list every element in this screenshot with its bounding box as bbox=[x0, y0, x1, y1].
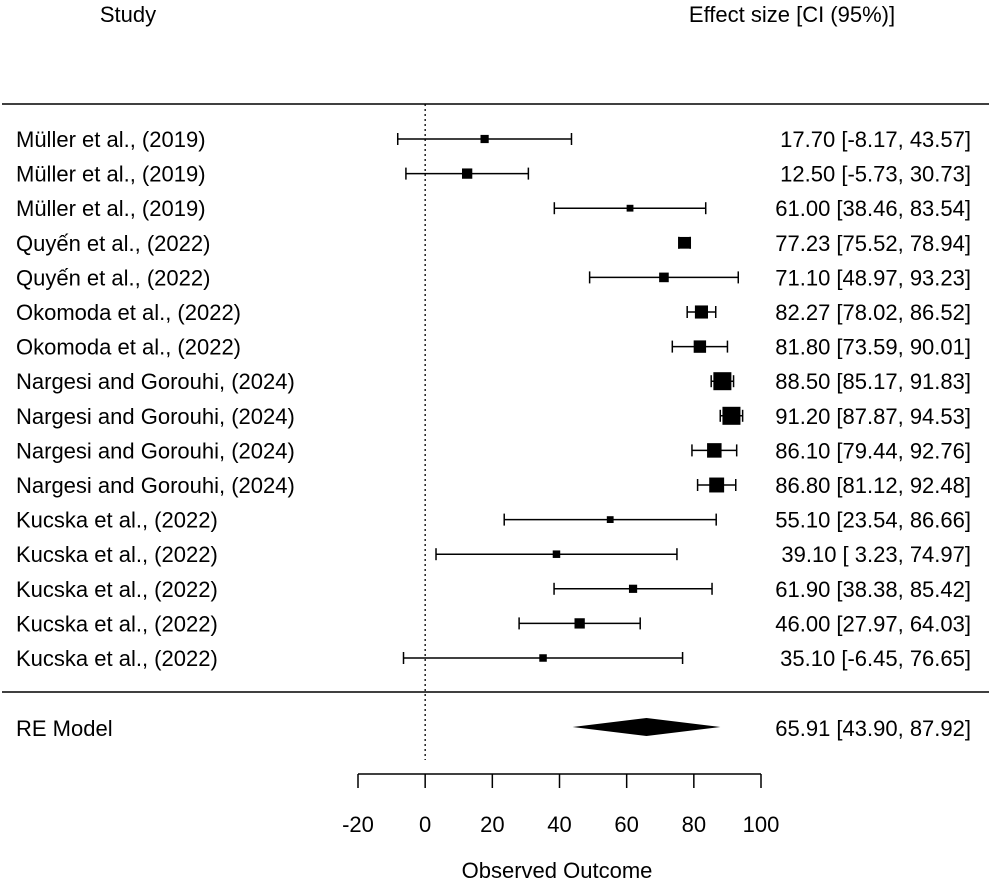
x-tick-label: 80 bbox=[682, 812, 706, 837]
study-row: Müller et al., (2019) 61.00 [38.46, 83.54… bbox=[16, 196, 971, 221]
study-row: Quyến et al., (2022) 71.10 [48.97, 93.23] bbox=[16, 265, 971, 290]
study-label: Kucska et al., (2022) bbox=[16, 577, 218, 602]
study-row: Nargesi and Gorouhi, (2024) 86.80 [81.12,… bbox=[16, 473, 971, 498]
study-row: Kucska et al., (2022) 55.10 [23.54, 86.66… bbox=[16, 508, 971, 533]
point-estimate bbox=[539, 654, 547, 662]
x-tick-label: 0 bbox=[419, 812, 431, 837]
study-effect-text: 86.10 [79.44, 92.76] bbox=[775, 438, 971, 463]
study-label: Nargesi and Gorouhi, (2024) bbox=[16, 404, 295, 429]
study-row: Quyến et al., (2022) 77.23 [75.52, 78.94] bbox=[16, 231, 971, 256]
study-label: Müller et al., (2019) bbox=[16, 162, 206, 187]
study-row: Müller et al., (2019) 17.70 [-8.17, 43.57… bbox=[16, 127, 971, 152]
study-label: Kucska et al., (2022) bbox=[16, 646, 218, 671]
study-effect-text: 46.00 [27.97, 64.03] bbox=[775, 611, 971, 636]
study-label: Nargesi and Gorouhi, (2024) bbox=[16, 369, 295, 394]
study-row: Kucska et al., (2022) 61.90 [38.38, 85.42… bbox=[16, 577, 971, 602]
study-label: Kucska et al., (2022) bbox=[16, 508, 218, 533]
study-effect-text: 61.00 [38.46, 83.54] bbox=[775, 196, 971, 221]
point-estimate bbox=[574, 618, 585, 629]
study-label: Nargesi and Gorouhi, (2024) bbox=[16, 438, 295, 463]
point-estimate bbox=[480, 134, 489, 144]
point-estimate bbox=[694, 305, 709, 319]
study-row: Müller et al., (2019) 12.50 [-5.73, 30.73… bbox=[16, 162, 971, 187]
point-estimate bbox=[659, 272, 669, 283]
x-tick-label: 100 bbox=[743, 812, 780, 837]
study-label: Müller et al., (2019) bbox=[16, 196, 206, 221]
header-effect-size: Effect size [CI (95%)] bbox=[689, 2, 895, 27]
study-effect-text: 12.50 [-5.73, 30.73] bbox=[780, 162, 971, 187]
study-effect-text: 82.27 [78.02, 86.52] bbox=[775, 300, 971, 325]
study-row: Nargesi and Gorouhi, (2024) 88.50 [85.17,… bbox=[16, 369, 971, 394]
study-label: Okomoda et al., (2022) bbox=[16, 335, 241, 360]
study-label: Quyến et al., (2022) bbox=[16, 265, 210, 290]
summary-diamond bbox=[572, 718, 721, 736]
point-estimate bbox=[461, 168, 473, 179]
study-label: Müller et al., (2019) bbox=[16, 127, 206, 152]
study-label: Kucska et al., (2022) bbox=[16, 542, 218, 567]
x-tick-label: 20 bbox=[480, 812, 504, 837]
study-row: Nargesi and Gorouhi, (2024) 91.20 [87.87,… bbox=[16, 404, 971, 429]
study-effect-text: 81.80 [73.59, 90.01] bbox=[775, 335, 971, 360]
study-effect-text: 77.23 [75.52, 78.94] bbox=[775, 231, 971, 256]
study-row: Okomoda et al., (2022) 82.27 [78.02, 86.5… bbox=[16, 300, 971, 325]
study-row: Kucska et al., (2022) 39.10 [ 3.23, 74.97… bbox=[16, 542, 971, 567]
point-estimate bbox=[713, 372, 732, 391]
x-axis: -20 0 20 40 60 80 100 bbox=[342, 773, 780, 837]
study-row: Kucska et al., (2022) 46.00 [27.97, 64.03… bbox=[16, 611, 971, 636]
point-estimate bbox=[606, 516, 614, 523]
point-estimate bbox=[709, 477, 725, 493]
point-estimate bbox=[693, 340, 707, 353]
study-effect-text: 61.90 [38.38, 85.42] bbox=[775, 577, 971, 602]
study-effect-text: 86.80 [81.12, 92.48] bbox=[775, 473, 971, 498]
point-estimate bbox=[552, 550, 561, 558]
point-estimate bbox=[722, 406, 741, 425]
summary-row: RE Model 65.91 [43.90, 87.92] bbox=[16, 716, 971, 741]
point-estimate bbox=[678, 236, 691, 249]
study-label: Kucska et al., (2022) bbox=[16, 611, 218, 636]
study-effect-text: 91.20 [87.87, 94.53] bbox=[775, 404, 971, 429]
study-effect-text: 17.70 [-8.17, 43.57] bbox=[780, 127, 971, 152]
x-tick-label: 60 bbox=[614, 812, 638, 837]
x-tick-label: 40 bbox=[547, 812, 571, 837]
point-estimate bbox=[707, 443, 722, 458]
study-row: Nargesi and Gorouhi, (2024) 86.10 [79.44,… bbox=[16, 438, 971, 463]
summary-label: RE Model bbox=[16, 716, 113, 741]
study-effect-text: 88.50 [85.17, 91.83] bbox=[775, 369, 971, 394]
header-study: Study bbox=[100, 2, 156, 27]
point-estimate bbox=[628, 584, 638, 593]
x-axis-label: Observed Outcome bbox=[462, 858, 653, 881]
study-row: Okomoda et al., (2022) 81.80 [73.59, 90.0… bbox=[16, 335, 971, 360]
study-effect-text: 35.10 [-6.45, 76.65] bbox=[780, 646, 971, 671]
study-label: Okomoda et al., (2022) bbox=[16, 300, 241, 325]
summary-effect-text: 65.91 [43.90, 87.92] bbox=[775, 716, 971, 741]
study-effect-text: 55.10 [23.54, 86.66] bbox=[775, 508, 971, 533]
study-effect-text: 39.10 [ 3.23, 74.97] bbox=[781, 542, 971, 567]
study-rows: Müller et al., (2019) 17.70 [-8.17, 43.57… bbox=[16, 127, 971, 671]
point-estimate bbox=[626, 204, 634, 212]
study-label: Nargesi and Gorouhi, (2024) bbox=[16, 473, 295, 498]
study-row: Kucska et al., (2022) 35.10 [-6.45, 76.65… bbox=[16, 646, 971, 671]
x-tick-label: -20 bbox=[342, 812, 374, 837]
study-effect-text: 71.10 [48.97, 93.23] bbox=[775, 265, 971, 290]
study-label: Quyến et al., (2022) bbox=[16, 231, 210, 256]
